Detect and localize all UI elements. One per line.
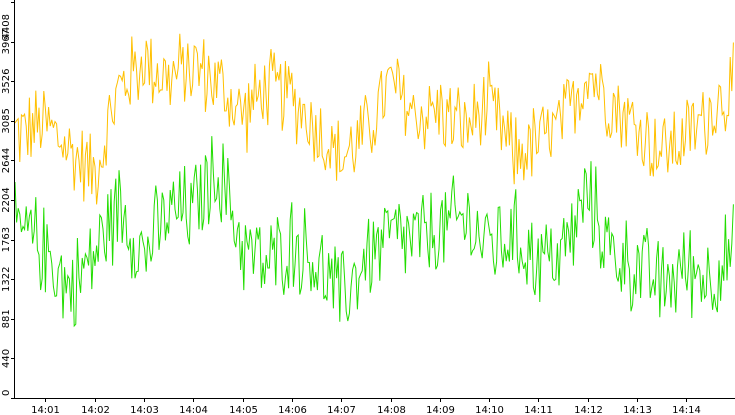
x-tick-label: 14:03	[130, 405, 159, 415]
x-tick-label: 14:13	[623, 405, 652, 415]
series-layer	[14, 33, 734, 328]
x-tick-label: 14:01	[31, 405, 60, 415]
x-tick-label: 14:06	[278, 405, 307, 415]
y-tick-label: 440	[1, 349, 12, 368]
x-tick-label: 14:04	[179, 405, 208, 415]
series-line-1	[14, 33, 734, 205]
y-tick-label: 3967	[1, 29, 12, 54]
x-tick-label: 14:08	[377, 405, 406, 415]
x-tick-label: 14:11	[524, 405, 553, 415]
x-tick-label: 14:09	[426, 405, 455, 415]
series-line-2	[14, 136, 734, 328]
y-tick-label: 2644	[1, 148, 12, 173]
y-tick-label: 3085	[1, 108, 12, 133]
x-tick-label: 14:02	[81, 405, 110, 415]
y-tick-label: 0	[1, 390, 12, 396]
y-tick-label: 4408	[1, 14, 12, 39]
x-tick-label: 14:05	[229, 405, 258, 415]
x-tick-label: 14:12	[574, 405, 603, 415]
x-tick-label: 14:14	[672, 405, 701, 415]
x-tick-label: 14:07	[327, 405, 356, 415]
y-tick-label: 881	[1, 309, 12, 328]
x-axis-ticks: 14:01 14:02 14:03 14:04 14:05 14:06 14:07 14:08…	[31, 398, 701, 415]
y-tick-label: 3526	[1, 69, 12, 94]
y-tick-label: 1763	[1, 227, 12, 252]
y-tick-label: 1322	[1, 267, 12, 292]
y-tick-label: 2204	[1, 187, 12, 212]
x-tick-label: 14:10	[475, 405, 504, 415]
